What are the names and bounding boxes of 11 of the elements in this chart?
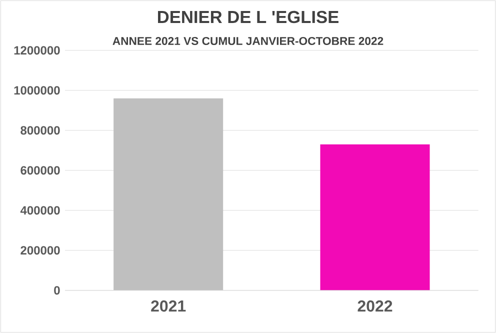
chart-subtitle: ANNEE 2021 VS CUMUL JANVIER-OCTOBRE 2022 — [112, 36, 384, 46]
x-tick-label: 2021 — [151, 300, 186, 312]
y-tick-label: 800000 — [20, 126, 60, 135]
y-tick-label: 1000000 — [14, 86, 60, 95]
y-tick-label: 200000 — [20, 246, 60, 255]
chart-title: DENIER DE L 'EGLISE — [158, 10, 338, 24]
y-tick-label: 600000 — [20, 166, 60, 175]
y-tick-label: 400000 — [20, 206, 60, 215]
y-tick-label: 0 — [54, 286, 60, 295]
x-tick-label: 2022 — [358, 300, 392, 312]
y-tick-label: 1200000 — [14, 46, 60, 55]
